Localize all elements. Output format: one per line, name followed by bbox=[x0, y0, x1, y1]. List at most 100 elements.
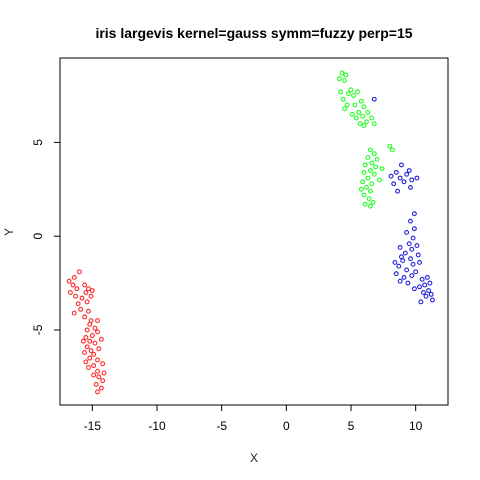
data-point bbox=[92, 325, 98, 331]
data-point bbox=[379, 166, 385, 172]
data-point bbox=[371, 96, 377, 102]
data-point bbox=[84, 344, 90, 350]
data-point bbox=[393, 169, 399, 175]
data-point bbox=[75, 301, 81, 307]
data-point bbox=[342, 106, 347, 112]
data-point bbox=[98, 385, 104, 391]
data-point bbox=[101, 370, 107, 376]
data-point bbox=[83, 359, 89, 365]
data-point bbox=[67, 290, 73, 295]
data-point bbox=[349, 111, 355, 117]
data-point bbox=[95, 318, 100, 324]
data-point bbox=[87, 355, 93, 361]
data-point bbox=[387, 143, 393, 149]
y-axis: -5 0 5 bbox=[31, 139, 60, 335]
data-point bbox=[80, 338, 86, 344]
data-point bbox=[87, 338, 93, 344]
data-point bbox=[358, 98, 364, 104]
data-point bbox=[89, 288, 95, 294]
data-point bbox=[415, 252, 421, 258]
data-point bbox=[78, 306, 84, 312]
data-point bbox=[366, 196, 372, 202]
data-point bbox=[365, 154, 371, 160]
data-point bbox=[388, 173, 394, 179]
y-tick-label: 5 bbox=[31, 139, 45, 146]
data-point bbox=[83, 335, 89, 340]
data-point bbox=[74, 286, 80, 292]
data-point bbox=[374, 156, 380, 162]
data-point bbox=[88, 293, 94, 299]
data-point bbox=[414, 243, 420, 249]
data-point bbox=[371, 171, 377, 177]
data-point bbox=[71, 275, 77, 280]
data-point bbox=[367, 147, 373, 153]
data-point bbox=[367, 168, 373, 173]
data-point bbox=[358, 186, 364, 192]
y-tick-label: 0 bbox=[31, 233, 45, 240]
data-point bbox=[426, 288, 432, 294]
data-point bbox=[404, 267, 410, 273]
data-point bbox=[406, 168, 412, 173]
data-point bbox=[365, 175, 371, 181]
data-point bbox=[402, 250, 408, 256]
data-point bbox=[428, 291, 434, 297]
y-tick-label: -5 bbox=[31, 324, 45, 335]
data-point bbox=[73, 293, 78, 299]
data-point bbox=[364, 119, 369, 125]
data-point bbox=[413, 269, 419, 275]
data-point bbox=[100, 361, 106, 367]
data-point bbox=[409, 177, 415, 183]
data-point bbox=[361, 123, 367, 128]
data-point bbox=[397, 175, 403, 181]
y-axis-label: Y bbox=[2, 228, 16, 236]
data-point bbox=[423, 293, 429, 299]
data-point bbox=[373, 164, 379, 170]
data-point bbox=[424, 275, 430, 280]
data-point bbox=[419, 276, 425, 282]
data-point bbox=[391, 181, 397, 187]
data-point bbox=[417, 284, 422, 290]
data-point bbox=[408, 218, 413, 224]
data-point bbox=[95, 329, 100, 335]
data-point bbox=[397, 244, 403, 250]
data-point bbox=[82, 282, 88, 288]
data-point bbox=[393, 271, 399, 277]
data-point bbox=[410, 235, 416, 241]
data-point bbox=[411, 286, 417, 292]
data-point bbox=[409, 273, 415, 279]
data-point bbox=[371, 121, 377, 127]
data-point bbox=[338, 89, 344, 95]
data-point bbox=[418, 299, 424, 305]
data-point bbox=[353, 115, 359, 121]
data-point bbox=[404, 171, 410, 177]
data-point bbox=[360, 113, 366, 119]
data-point bbox=[414, 175, 420, 181]
data-point bbox=[395, 188, 401, 194]
data-point bbox=[361, 169, 367, 175]
x-axis: -15 -10 -5 0 5 10 bbox=[84, 405, 423, 433]
x-tick-label: 0 bbox=[283, 419, 290, 433]
data-point bbox=[86, 286, 91, 292]
data-point bbox=[357, 121, 363, 127]
data-point bbox=[91, 363, 97, 369]
data-point bbox=[82, 350, 88, 355]
data-point bbox=[340, 96, 346, 102]
data-point bbox=[392, 259, 398, 265]
data-point bbox=[411, 226, 417, 232]
data-point bbox=[369, 115, 375, 121]
data-point bbox=[369, 181, 375, 187]
data-point bbox=[404, 229, 410, 235]
data-point bbox=[408, 256, 413, 262]
data-point bbox=[408, 184, 413, 190]
chart-title: iris largevis kernel=gauss symm=fuzzy pe… bbox=[95, 25, 412, 41]
data-point bbox=[360, 179, 366, 185]
data-point bbox=[91, 351, 97, 357]
data-point bbox=[76, 269, 82, 275]
data-point bbox=[342, 78, 347, 83]
data-point bbox=[411, 211, 417, 217]
data-point bbox=[371, 151, 377, 157]
data-point bbox=[89, 333, 95, 339]
data-point bbox=[98, 336, 104, 342]
data-point bbox=[401, 275, 407, 280]
